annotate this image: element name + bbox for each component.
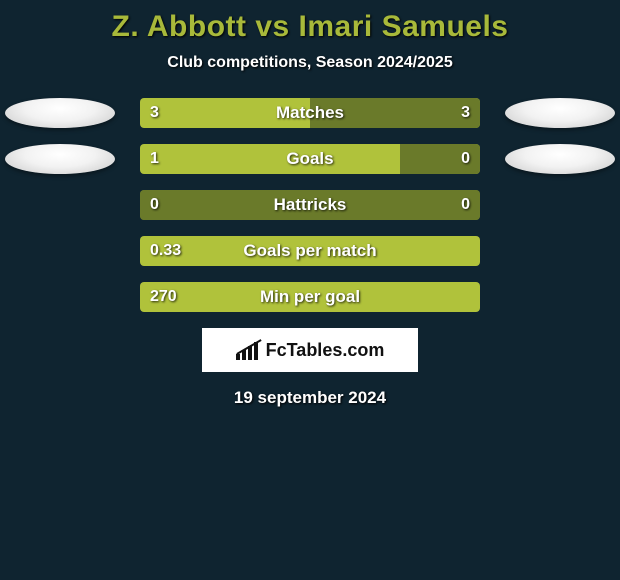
- comparison-card: Z. Abbott vs Imari Samuels Club competit…: [0, 0, 620, 580]
- stat-row: 33Matches: [0, 98, 620, 128]
- player-left-photo: [5, 98, 115, 128]
- logo-text: FcTables.com: [266, 340, 385, 361]
- stat-label: Hattricks: [140, 190, 480, 220]
- logo: FcTables.com: [236, 340, 385, 361]
- stat-label: Goals: [140, 144, 480, 174]
- stats-container: 33Matches 10Goals 00Hattricks 0.33Goals per…: [0, 98, 620, 312]
- logo-box: FcTables.com: [202, 328, 418, 372]
- stat-row: 10Goals: [0, 144, 620, 174]
- player-right-photo: [505, 98, 615, 128]
- page-title: Z. Abbott vs Imari Samuels: [0, 0, 620, 44]
- barchart-icon: [236, 340, 260, 360]
- stat-row: 00Hattricks: [0, 190, 620, 220]
- subtitle: Club competitions, Season 2024/2025: [0, 54, 620, 72]
- stat-label: Matches: [140, 98, 480, 128]
- player-left-photo: [5, 144, 115, 174]
- stat-row: 0.33Goals per match: [0, 236, 620, 266]
- stat-row: 270Min per goal: [0, 282, 620, 312]
- date-label: 19 september 2024: [0, 388, 620, 408]
- stat-label: Min per goal: [140, 282, 480, 312]
- stat-label: Goals per match: [140, 236, 480, 266]
- player-right-photo: [505, 144, 615, 174]
